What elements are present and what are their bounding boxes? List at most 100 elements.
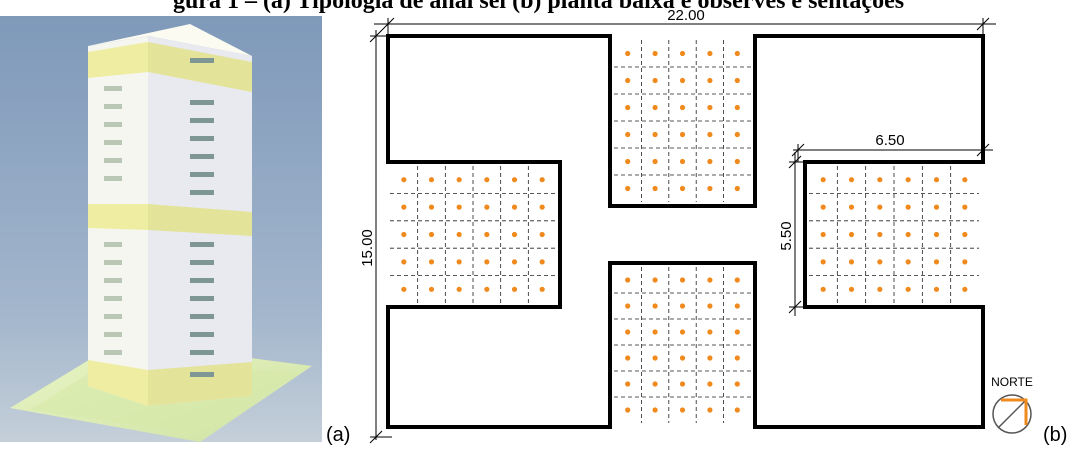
sensor-point bbox=[625, 407, 631, 413]
sensor-point bbox=[456, 177, 462, 183]
sensor-point bbox=[962, 177, 968, 183]
sensor-point bbox=[679, 158, 686, 165]
sensor-point bbox=[428, 231, 435, 238]
sensor-point bbox=[707, 277, 713, 283]
sensor-point bbox=[511, 204, 518, 210]
sensor-point bbox=[848, 204, 855, 210]
left-windows bbox=[104, 86, 122, 355]
dimension-total-height bbox=[369, 29, 392, 444]
sensor-point bbox=[539, 286, 545, 292]
sensor-point bbox=[539, 231, 545, 238]
band-mid-right bbox=[148, 204, 252, 236]
sensor-point bbox=[484, 286, 490, 292]
sensor-point bbox=[734, 303, 740, 309]
sensor-point bbox=[652, 131, 658, 138]
sensor-point bbox=[933, 177, 940, 183]
sensor-point bbox=[707, 407, 713, 413]
dimension-total-width-label: 22.00 bbox=[667, 7, 705, 24]
sensor-point bbox=[428, 204, 435, 210]
sensor-point bbox=[679, 77, 686, 84]
sensor-point bbox=[905, 204, 911, 210]
sensor-point bbox=[734, 131, 740, 138]
sensor-point bbox=[848, 231, 855, 238]
room-top-sensor-grid bbox=[614, 40, 751, 202]
sensor-point bbox=[734, 277, 740, 283]
sensor-point bbox=[734, 355, 740, 361]
dimension-total-width bbox=[374, 17, 996, 38]
room-bottom-sensor-grid bbox=[614, 267, 751, 423]
sensor-point bbox=[539, 177, 545, 183]
sensor-point bbox=[933, 231, 940, 238]
sensor-point bbox=[707, 381, 713, 387]
sensor-point bbox=[734, 381, 740, 387]
sensor-point bbox=[625, 355, 631, 361]
north-arrow-icon bbox=[992, 394, 1032, 434]
sensor-point bbox=[484, 259, 490, 265]
band-bottom-left bbox=[88, 360, 148, 406]
sensor-point bbox=[625, 131, 631, 138]
sensor-point bbox=[484, 177, 490, 183]
sensor-point bbox=[456, 204, 462, 210]
sensor-point bbox=[962, 259, 968, 265]
sensor-point bbox=[877, 286, 883, 292]
band-top-right bbox=[148, 42, 252, 92]
sensor-point bbox=[962, 204, 968, 210]
sensor-point bbox=[820, 204, 826, 210]
sensor-point bbox=[734, 50, 740, 57]
sensor-point bbox=[905, 286, 911, 292]
sensor-point bbox=[625, 381, 631, 387]
sensor-point bbox=[820, 177, 826, 183]
sensor-point bbox=[877, 231, 883, 238]
sensor-point bbox=[652, 158, 658, 165]
sensor-point bbox=[707, 355, 713, 361]
sensor-point bbox=[707, 185, 713, 192]
sensor-point bbox=[625, 77, 631, 84]
dimension-pocket-width-label: 6.50 bbox=[875, 132, 904, 149]
sensor-point bbox=[679, 185, 686, 192]
band-mid-left bbox=[88, 204, 148, 230]
sensor-point bbox=[456, 231, 462, 238]
sensor-point bbox=[539, 204, 545, 210]
sensor-point bbox=[401, 286, 407, 292]
sensor-point bbox=[820, 286, 826, 292]
room-left-sensor-grid bbox=[390, 166, 556, 303]
sensor-point bbox=[877, 177, 883, 183]
sensor-point bbox=[820, 231, 826, 238]
sensor-point bbox=[539, 259, 545, 265]
sensor-point bbox=[625, 329, 631, 335]
sensor-point bbox=[877, 204, 883, 210]
sensor-point bbox=[652, 381, 658, 387]
sensor-point bbox=[734, 158, 740, 165]
sensor-point bbox=[848, 177, 855, 183]
sensor-point bbox=[401, 231, 407, 238]
sensor-point bbox=[652, 50, 658, 57]
sensor-point bbox=[707, 50, 713, 57]
sensor-point bbox=[820, 259, 826, 265]
sensor-point bbox=[707, 303, 713, 309]
sensor-point bbox=[456, 259, 462, 265]
sensor-point bbox=[734, 77, 740, 84]
sensor-point bbox=[484, 204, 490, 210]
band-bottom-right bbox=[148, 362, 252, 406]
dimension-pocket-width bbox=[791, 143, 993, 162]
sensor-point bbox=[625, 50, 631, 57]
sensor-point bbox=[652, 277, 658, 283]
north-label: NORTE bbox=[991, 375, 1033, 389]
building-render bbox=[0, 16, 322, 442]
roof bbox=[88, 24, 252, 56]
sensor-point bbox=[652, 185, 658, 192]
sensor-point bbox=[652, 303, 658, 309]
sensor-point bbox=[679, 104, 686, 111]
dimension-pocket-height bbox=[788, 152, 810, 316]
sensor-point bbox=[707, 104, 713, 111]
sensor-point bbox=[679, 407, 686, 413]
sensor-point bbox=[625, 158, 631, 165]
sensor-point bbox=[652, 329, 658, 335]
sensor-point bbox=[511, 231, 518, 238]
sensor-point bbox=[905, 177, 911, 183]
panel-a-label: (a) bbox=[326, 424, 351, 446]
band-top-left bbox=[88, 42, 148, 78]
sensor-point bbox=[707, 158, 713, 165]
sensor-point bbox=[707, 131, 713, 138]
sensor-point bbox=[848, 286, 855, 292]
